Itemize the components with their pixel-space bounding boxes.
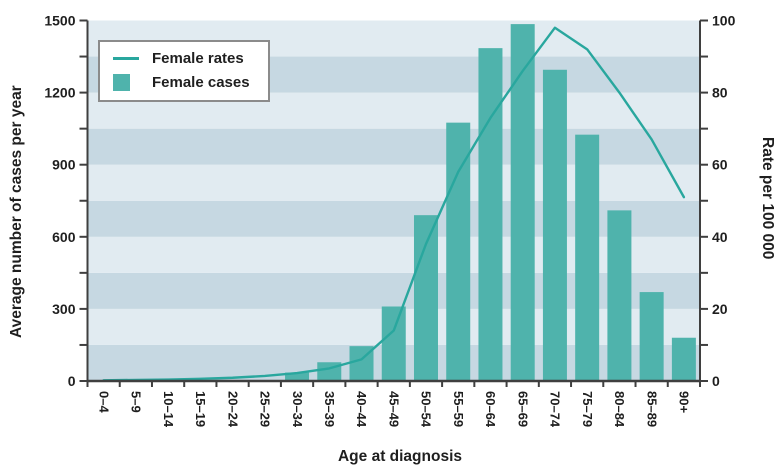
left-tick-label-300: 300 (52, 301, 76, 317)
x-axis-ticks (86, 381, 701, 387)
x-tick-label-60–64: 60–64 (483, 391, 498, 428)
left-axis-ticks: 0 300 600 900 1200 1500 (44, 13, 88, 389)
right-axis-ticks: 0 20 40 60 80 100 (700, 13, 736, 389)
bar-50–54 (413, 215, 438, 381)
x-tick-label-55–59: 55–59 (451, 391, 466, 427)
bar-80–84 (607, 210, 632, 381)
right-tick-label-80: 80 (712, 85, 728, 101)
x-axis-labels: 0–4 5–9 10–14 15–19 20–24 25–29 30–34 35–39 40–4… (96, 391, 691, 428)
bar-45–49 (381, 306, 406, 381)
x-tick-label-10–14: 10–14 (161, 391, 176, 428)
bar-65–69 (510, 24, 535, 381)
left-tick-label-0: 0 (68, 373, 76, 389)
x-tick-label-75–79: 75–79 (580, 391, 595, 427)
x-tick-label-30–34: 30–34 (290, 391, 305, 428)
bar-30–34 (285, 372, 310, 381)
x-tick-label-65–69: 65–69 (515, 391, 530, 427)
bar-90+ (671, 337, 696, 381)
bar-85–89 (639, 292, 664, 381)
left-tick-label-1200: 1200 (44, 85, 75, 101)
x-tick-label-50–54: 50–54 (419, 391, 434, 428)
right-axis-title: Rate per 100 000 (759, 137, 776, 260)
right-tick-label-20: 20 (712, 301, 728, 317)
x-tick-label-80–84: 80–84 (612, 391, 627, 428)
cases-square-swatch-icon (113, 74, 140, 91)
right-tick-label-0: 0 (712, 373, 720, 389)
bar-75–79 (575, 134, 600, 381)
legend-item-female-cases: Female cases (113, 74, 250, 91)
legend-item-female-rates: Female rates (113, 50, 250, 67)
x-axis-title: Age at diagnosis (337, 448, 463, 465)
x-tick-label-85–89: 85–89 (644, 391, 659, 427)
rates-line-swatch-icon (113, 57, 140, 60)
legend: Female rates Female cases (98, 40, 270, 102)
left-tick-label-600: 600 (52, 229, 76, 245)
x-tick-label-0–4: 0–4 (96, 391, 111, 413)
x-tick-label-40–44: 40–44 (354, 391, 369, 428)
right-tick-label-100: 100 (712, 13, 736, 29)
bar-60–64 (478, 48, 503, 381)
x-tick-label-15–19: 15–19 (193, 391, 208, 427)
bar-70–74 (542, 69, 567, 381)
legend-label-rates: Female rates (152, 50, 244, 67)
right-tick-label-60: 60 (712, 157, 728, 173)
x-tick-label-35–39: 35–39 (322, 391, 337, 427)
bar-55–59 (446, 122, 471, 382)
x-tick-label-45–49: 45–49 (386, 391, 401, 427)
x-tick-label-70–74: 70–74 (548, 391, 563, 428)
bars-female-cases (220, 24, 696, 382)
rates-line (102, 26, 686, 382)
left-tick-label-1500: 1500 (44, 13, 75, 29)
left-tick-label-900: 900 (52, 157, 76, 173)
x-tick-label-5–9: 5–9 (129, 391, 144, 413)
x-tick-label-25–29: 25–29 (258, 391, 273, 427)
x-tick-label-20–24: 20–24 (225, 391, 240, 428)
right-tick-label-40: 40 (712, 229, 728, 245)
x-tick-label-90+: 90+ (677, 391, 692, 413)
left-axis-title: Average number of cases per year (8, 85, 25, 338)
legend-label-cases: Female cases (152, 74, 250, 91)
